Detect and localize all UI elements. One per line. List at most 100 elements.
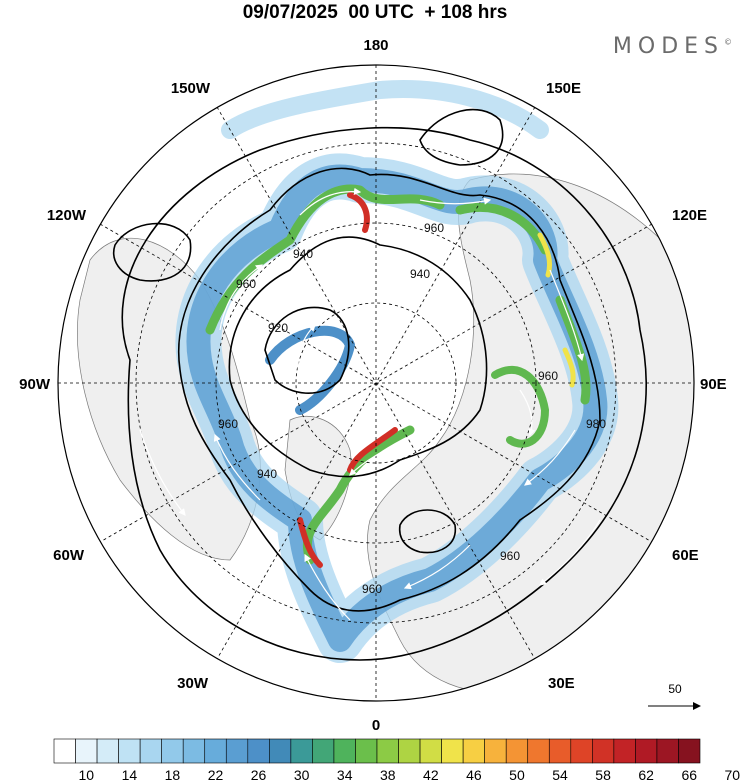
streamline-13 xyxy=(139,429,186,516)
colorbar-swatch xyxy=(462,738,485,764)
contour-label-group: 920 940 940 940 960 960 960 960 960 960 … xyxy=(218,221,606,596)
lon-label-0: 0 xyxy=(372,717,380,734)
colorbar-swatch xyxy=(376,738,399,764)
contour-label: 920 xyxy=(268,321,288,335)
colorbar-swatch xyxy=(592,738,615,764)
colorbar-swatch xyxy=(269,738,292,764)
map-disk xyxy=(58,65,694,701)
lon-label-90w: 90W xyxy=(19,376,51,393)
colorbar-tick-label: 50 xyxy=(509,767,525,782)
colorbar-tick-label: 30 xyxy=(294,767,310,782)
colorbar-tick-label: 66 xyxy=(681,767,697,782)
colorbar-tick-label: 62 xyxy=(638,767,654,782)
streamline-8 xyxy=(213,433,261,501)
colorbar-swatch xyxy=(225,738,249,764)
lon-label-90e: 90E xyxy=(700,376,727,393)
contour-label: 940 xyxy=(257,467,277,481)
colorbar-swatch xyxy=(161,738,184,764)
contour-980-ring xyxy=(121,126,647,661)
geopotential-contours xyxy=(113,108,647,661)
streamline-10 xyxy=(297,324,316,381)
colorbar-tick-label: 54 xyxy=(552,767,568,782)
colorbar-swatch xyxy=(548,738,572,764)
western-jet xyxy=(265,325,355,415)
contour-920-core xyxy=(264,306,350,394)
streamline-12 xyxy=(249,116,322,141)
streamline-4 xyxy=(549,269,585,362)
contour-label: 960 xyxy=(424,221,444,235)
lon-label-60w: 60W xyxy=(53,547,85,564)
contour-label: 940 xyxy=(293,247,313,261)
colorbar xyxy=(53,738,701,764)
streamline-7 xyxy=(304,553,351,621)
streamline-2 xyxy=(299,187,362,216)
colorbar-swatch xyxy=(204,738,227,764)
colorbar-tick-label: 18 xyxy=(165,767,181,782)
colorbar-swatch xyxy=(355,738,378,764)
brand-copyright-mark: © xyxy=(724,37,732,47)
colorbar-tick-label: 38 xyxy=(380,767,396,782)
lon-label-120w: 120W xyxy=(47,207,87,224)
streamline-6 xyxy=(403,544,471,590)
lon-label-150e: 150E xyxy=(546,80,581,97)
contour-940-inner xyxy=(228,236,488,478)
colorbar-tick-label: 26 xyxy=(251,767,267,782)
contour-label: 960 xyxy=(362,582,382,596)
colorbar-swatch xyxy=(613,738,636,764)
colorbar-swatch xyxy=(678,738,701,764)
colorbar-swatch xyxy=(398,738,421,764)
contour-low-west xyxy=(113,222,192,282)
colorbar-swatch xyxy=(441,738,464,764)
contour-960-outer xyxy=(177,167,601,612)
longitude-labels: 180 0 90W 90E 150W 120W 150E 120E 60W 30… xyxy=(19,37,727,734)
colorbar-swatch xyxy=(635,738,658,764)
contour-label: 940 xyxy=(410,267,430,281)
streamline-14 xyxy=(539,519,601,586)
contour-label: 960 xyxy=(236,277,256,291)
colorbar-swatch xyxy=(570,738,593,764)
lon-label-120e: 120E xyxy=(672,207,707,224)
colorbar-tick-label: 10 xyxy=(79,767,95,782)
streamline-9 xyxy=(349,439,406,476)
lon-label-180: 180 xyxy=(363,37,388,54)
colorbar-swatch xyxy=(118,738,141,764)
colorbar-swatch xyxy=(333,738,356,764)
streamline-11 xyxy=(519,389,536,437)
lon-label-30w: 30W xyxy=(177,675,209,692)
reference-vector-label: 50 xyxy=(668,682,682,696)
colorbar-swatch xyxy=(53,738,76,764)
reference-vector: 50 xyxy=(648,682,701,710)
colorbar-swatch xyxy=(419,738,442,764)
map-boundary xyxy=(57,64,695,702)
colorbar-tick-label: 58 xyxy=(595,767,611,782)
colorbar-tick-label: 46 xyxy=(466,767,482,782)
streamline-1 xyxy=(219,264,263,331)
colorbar-swatch xyxy=(75,738,98,764)
colorbar-swatch xyxy=(247,738,270,764)
streamline-3 xyxy=(419,197,492,205)
contour-low-east xyxy=(398,509,456,554)
colorbar-swatch xyxy=(96,738,119,764)
colorbar-tick-label: 34 xyxy=(337,767,353,782)
wind-shading xyxy=(175,80,619,663)
brand-text: MODES xyxy=(612,34,724,59)
contour-low-north xyxy=(419,108,504,166)
wind-streamlines xyxy=(139,116,601,621)
jet-core-max xyxy=(297,192,398,568)
jet-band-core xyxy=(205,184,591,565)
polar-jet-north xyxy=(221,80,549,139)
lon-label-150w: 150W xyxy=(171,80,211,97)
contour-label: 960 xyxy=(500,549,520,563)
colorbar-tick-label: 42 xyxy=(423,767,439,782)
latitude-circle-70 xyxy=(215,222,537,544)
map-title: 09/07/2025 00 UTC + 108 hrs xyxy=(242,2,508,23)
lon-label-60e: 60E xyxy=(672,547,699,564)
colorbar-swatch xyxy=(656,738,679,764)
colorbar-swatch xyxy=(139,738,162,764)
colorbar-tick-label: 22 xyxy=(208,767,224,782)
colorbar-tick-labels: 10 14 18 22 26 30 34 38 42 46 50 54 58 62 66 70 xyxy=(79,767,741,782)
colorbar-swatch xyxy=(527,738,550,764)
colorbar-swatch xyxy=(484,738,507,764)
meridian-120e-60w xyxy=(99,223,653,543)
